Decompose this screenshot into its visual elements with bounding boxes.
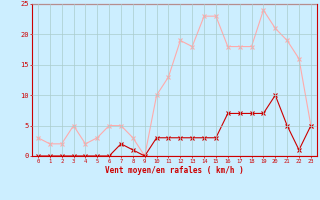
X-axis label: Vent moyen/en rafales ( km/h ): Vent moyen/en rafales ( km/h ) xyxy=(105,166,244,175)
